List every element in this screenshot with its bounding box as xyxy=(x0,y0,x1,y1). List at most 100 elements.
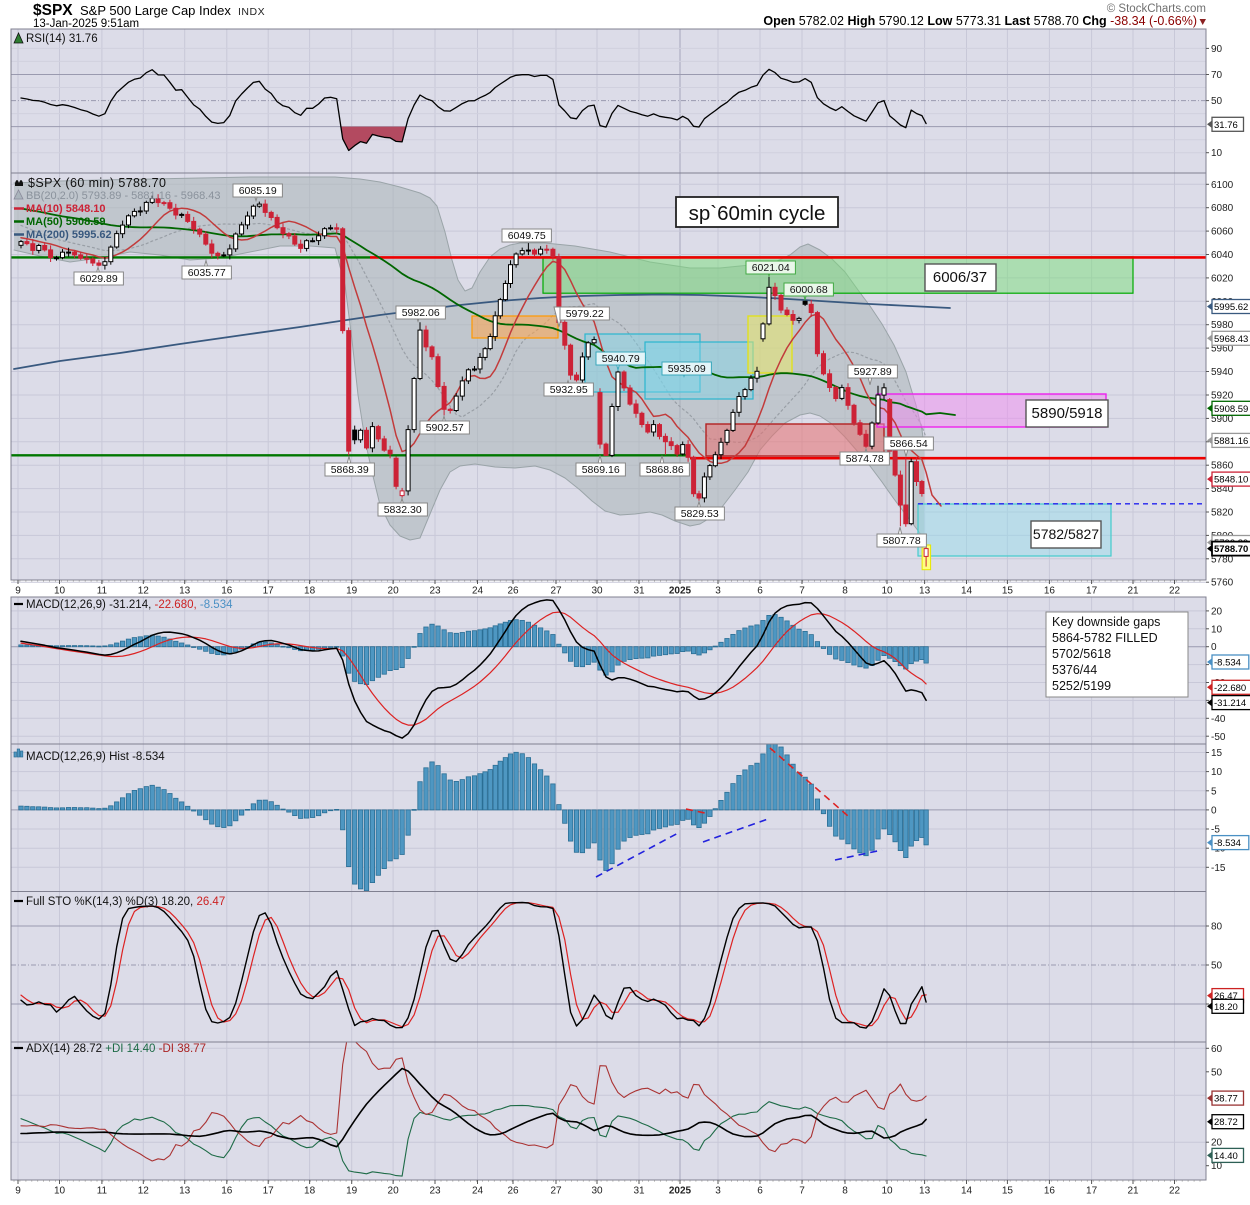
svg-text:26.47: 26.47 xyxy=(1214,991,1238,1002)
svg-text:10: 10 xyxy=(881,586,893,597)
svg-text:S&P 500 Large Cap Index: S&P 500 Large Cap Index xyxy=(80,3,231,18)
svg-text:7: 7 xyxy=(799,1186,805,1197)
svg-text:$SPX (60 min) 5788.70: $SPX (60 min) 5788.70 xyxy=(28,176,166,190)
svg-text:5932.95: 5932.95 xyxy=(550,384,588,396)
svg-text:80: 80 xyxy=(1211,922,1223,933)
svg-text:10: 10 xyxy=(1211,148,1223,159)
svg-text:INDX: INDX xyxy=(238,6,265,18)
svg-text:31.76: 31.76 xyxy=(1214,120,1238,131)
svg-text:26: 26 xyxy=(507,586,519,597)
svg-text:5848.10: 5848.10 xyxy=(1214,475,1248,486)
svg-text:2025: 2025 xyxy=(669,1186,692,1197)
svg-text:6085.19: 6085.19 xyxy=(239,185,277,197)
svg-text:21: 21 xyxy=(1127,586,1139,597)
svg-text:ADX(14) 28.72 +DI 14.40 -DI 38: ADX(14) 28.72 +DI 14.40 -DI 38.77 xyxy=(26,1043,206,1055)
svg-text:28.72: 28.72 xyxy=(1214,1117,1238,1128)
svg-text:-5: -5 xyxy=(1211,825,1220,836)
svg-text:26: 26 xyxy=(507,1186,519,1197)
svg-text:3: 3 xyxy=(715,586,721,597)
svg-text:10: 10 xyxy=(54,1186,66,1197)
svg-text:13: 13 xyxy=(919,1186,931,1197)
svg-text:6029.89: 6029.89 xyxy=(80,273,118,285)
svg-text:8: 8 xyxy=(842,586,848,597)
svg-text:5807.78: 5807.78 xyxy=(883,535,921,547)
svg-text:sp`60min cycle: sp`60min cycle xyxy=(689,202,826,225)
svg-text:27: 27 xyxy=(550,1186,562,1197)
svg-text:5980: 5980 xyxy=(1211,320,1234,331)
svg-text:5864-5782 FILLED: 5864-5782 FILLED xyxy=(1052,631,1158,645)
svg-text:14: 14 xyxy=(961,586,973,597)
svg-text:5902.57: 5902.57 xyxy=(426,422,464,434)
svg-text:5252/5199: 5252/5199 xyxy=(1052,679,1111,693)
svg-text:5881.16: 5881.16 xyxy=(1214,436,1248,447)
svg-text:16: 16 xyxy=(221,586,233,597)
svg-text:5968.43: 5968.43 xyxy=(1214,334,1248,345)
svg-text:5868.39: 5868.39 xyxy=(331,464,369,476)
svg-text:20: 20 xyxy=(388,586,400,597)
svg-text:10: 10 xyxy=(1211,1161,1223,1172)
svg-text:19: 19 xyxy=(346,1186,358,1197)
svg-text:MACD(12,26,9) -31.214, -22.680: MACD(12,26,9) -31.214, -22.680, -8.534 xyxy=(26,599,233,611)
svg-text:-22.680: -22.680 xyxy=(1214,683,1246,694)
svg-text:5874.78: 5874.78 xyxy=(846,453,884,465)
svg-text:9: 9 xyxy=(15,586,21,597)
svg-text:90: 90 xyxy=(1211,44,1223,55)
svg-text:5829.53: 5829.53 xyxy=(681,508,719,520)
svg-text:5376/44: 5376/44 xyxy=(1052,663,1097,677)
svg-text:2025: 2025 xyxy=(669,586,692,597)
svg-text:17: 17 xyxy=(1086,1186,1098,1197)
svg-text:5782/5827: 5782/5827 xyxy=(1033,526,1099,542)
svg-text:5869.16: 5869.16 xyxy=(582,464,620,476)
svg-text:21: 21 xyxy=(1127,1186,1139,1197)
svg-text:10: 10 xyxy=(1211,767,1223,778)
svg-text:10: 10 xyxy=(1211,624,1223,635)
svg-text:14: 14 xyxy=(961,1186,973,1197)
svg-text:11: 11 xyxy=(97,586,108,597)
svg-text:18: 18 xyxy=(304,586,316,597)
svg-text:Open 5782.02 High 5790.12 Low: Open 5782.02 High 5790.12 Low 5773.31 La… xyxy=(763,14,1197,28)
svg-text:BB(20,2.0) 5793.89 - 5881.16 -: BB(20,2.0) 5793.89 - 5881.16 - 5968.43 xyxy=(26,190,220,202)
svg-text:MA(10) 5848.10: MA(10) 5848.10 xyxy=(26,203,106,215)
svg-text:12: 12 xyxy=(138,586,150,597)
svg-text:5982.06: 5982.06 xyxy=(402,307,440,319)
svg-text:-15: -15 xyxy=(1211,863,1226,874)
svg-text:© StockCharts.com: © StockCharts.com xyxy=(1107,3,1206,15)
svg-text:-8.534: -8.534 xyxy=(1214,838,1241,849)
svg-text:17: 17 xyxy=(1086,586,1098,597)
svg-text:27: 27 xyxy=(550,586,562,597)
svg-text:5890/5918: 5890/5918 xyxy=(1032,405,1103,422)
svg-text:6021.04: 6021.04 xyxy=(752,262,790,274)
svg-text:17: 17 xyxy=(263,1186,275,1197)
svg-text:-40: -40 xyxy=(1211,714,1226,725)
svg-text:-50: -50 xyxy=(1211,732,1226,743)
svg-text:30: 30 xyxy=(591,586,603,597)
svg-text:5908.59: 5908.59 xyxy=(1214,404,1248,415)
svg-text:31: 31 xyxy=(633,586,645,597)
svg-text:23: 23 xyxy=(429,586,441,597)
svg-text:70: 70 xyxy=(1211,70,1223,81)
svg-text:20: 20 xyxy=(1211,606,1223,617)
svg-text:16: 16 xyxy=(1044,586,1056,597)
svg-text:0: 0 xyxy=(1211,805,1217,816)
svg-text:MA(200) 5995.62: MA(200) 5995.62 xyxy=(26,229,112,241)
svg-text:6: 6 xyxy=(757,586,763,597)
svg-text:5940: 5940 xyxy=(1211,367,1234,378)
svg-text:20: 20 xyxy=(1211,1138,1223,1149)
svg-text:15: 15 xyxy=(1211,748,1223,759)
svg-text:0: 0 xyxy=(1211,642,1217,653)
svg-text:MA(50) 5908.59: MA(50) 5908.59 xyxy=(26,216,106,228)
svg-text:31: 31 xyxy=(633,1186,645,1197)
svg-text:6060: 6060 xyxy=(1211,227,1234,238)
svg-text:24: 24 xyxy=(472,1186,484,1197)
svg-text:6080: 6080 xyxy=(1211,203,1234,214)
svg-text:50: 50 xyxy=(1211,96,1223,107)
svg-text:6049.75: 6049.75 xyxy=(508,230,546,242)
svg-text:5935.09: 5935.09 xyxy=(668,363,706,375)
svg-text:22: 22 xyxy=(1169,586,1181,597)
svg-text:13: 13 xyxy=(179,1186,191,1197)
svg-text:15: 15 xyxy=(1002,586,1014,597)
svg-text:6100: 6100 xyxy=(1211,180,1234,191)
svg-text:19: 19 xyxy=(346,586,358,597)
svg-text:16: 16 xyxy=(1044,1186,1056,1197)
svg-text:5832.30: 5832.30 xyxy=(384,504,422,516)
